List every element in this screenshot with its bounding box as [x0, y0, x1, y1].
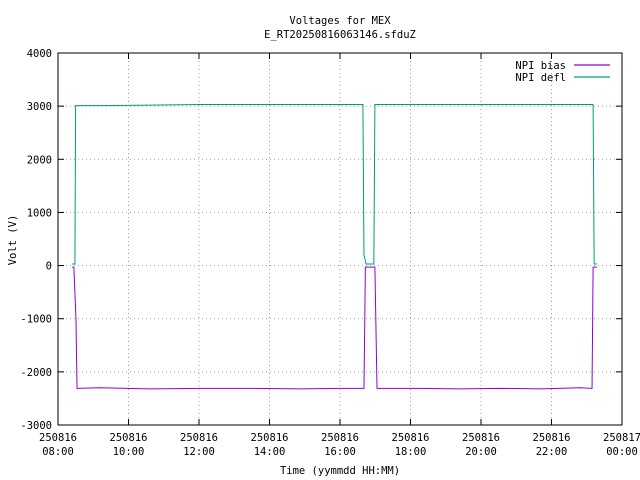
x-tick-label: 250816 20:00: [462, 432, 500, 458]
y-tick-label: -1000: [20, 314, 52, 326]
y-axis-label: Volt (V): [7, 215, 19, 266]
y-tick-label: 0: [46, 261, 52, 273]
legend-label: NPI bias: [515, 60, 566, 72]
x-tick-label: 250816 16:00: [321, 432, 359, 458]
y-tick-label: -3000: [20, 420, 52, 432]
x-tick-label: 250816 22:00: [533, 432, 571, 458]
x-tick-label: 250816 08:00: [39, 432, 77, 458]
y-tick-label: 1000: [27, 207, 52, 219]
y-tick-label: 3000: [27, 101, 52, 113]
x-tick-label: 250817 00:00: [603, 432, 640, 458]
y-tick-label: 4000: [27, 48, 52, 60]
x-tick-label: 250816 10:00: [110, 432, 148, 458]
x-axis-label: Time (yymmdd HH:MM): [280, 465, 400, 477]
x-tick-label: 250816 18:00: [392, 432, 430, 458]
chart-subtitle: E_RT20250816063146.sfduZ: [264, 29, 416, 41]
chart-title: Voltages for MEX: [289, 15, 391, 27]
y-tick-label: 2000: [27, 154, 52, 166]
plot-border: [57, 52, 623, 426]
x-tick-label: 250816 12:00: [180, 432, 218, 458]
data-line: [72, 266, 597, 390]
data-line: [72, 104, 597, 265]
x-tick-label: 250816 14:00: [251, 432, 289, 458]
legend-label: NPI defl: [515, 72, 566, 84]
y-tick-label: -2000: [20, 367, 52, 379]
